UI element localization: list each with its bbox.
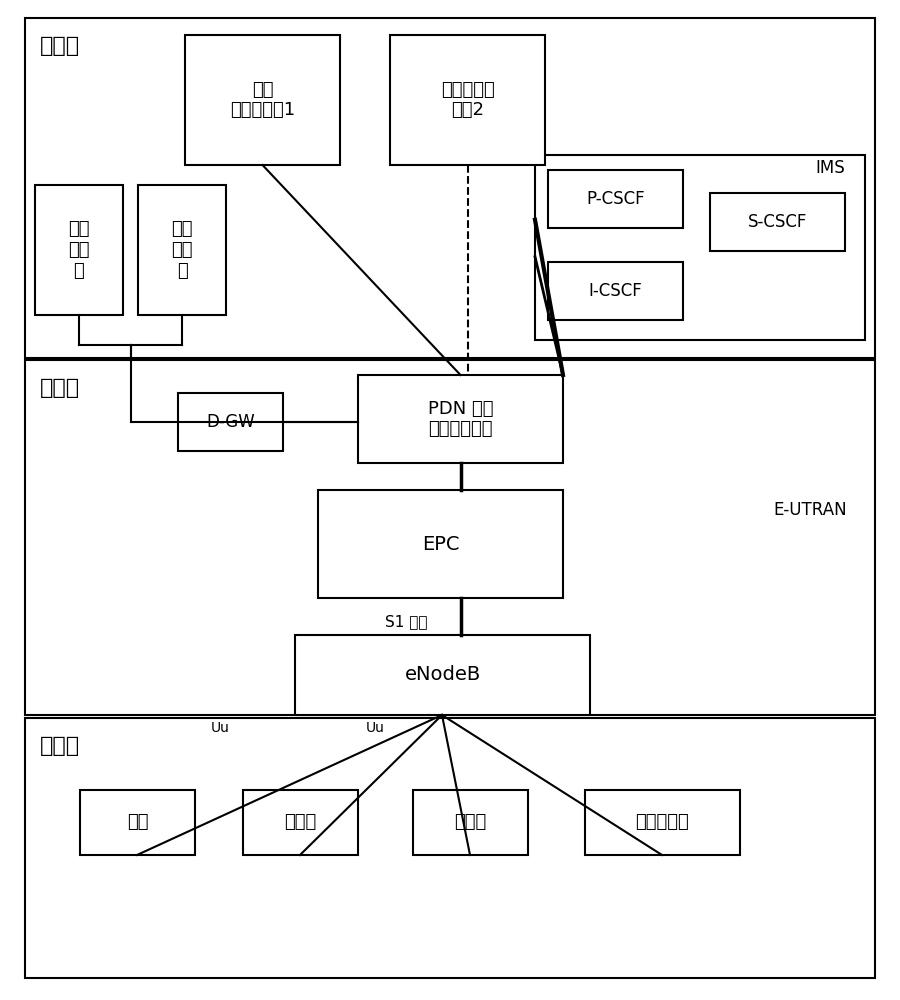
Bar xyxy=(318,490,563,598)
Bar xyxy=(243,790,358,855)
Text: eNodeB: eNodeB xyxy=(404,666,481,684)
Bar xyxy=(548,262,683,320)
Text: 无线调度台: 无线调度台 xyxy=(635,814,689,832)
Text: 车载台: 车载台 xyxy=(454,814,487,832)
Bar xyxy=(25,360,875,715)
Text: 应用侧: 应用侧 xyxy=(40,36,80,56)
Bar xyxy=(535,155,865,340)
Text: 集群应用服
务刨2: 集群应用服 务刨2 xyxy=(441,81,494,119)
Text: EPC: EPC xyxy=(422,534,459,554)
Text: 有线
调度
台: 有线 调度 台 xyxy=(171,220,193,280)
Bar xyxy=(25,718,875,978)
Text: 网络侧: 网络侧 xyxy=(40,378,80,398)
Text: S1 接口: S1 接口 xyxy=(385,614,428,630)
Bar xyxy=(35,185,123,315)
Bar xyxy=(138,185,226,315)
Bar xyxy=(390,35,545,165)
Text: Uu: Uu xyxy=(211,721,230,735)
Text: 有线
调度
台: 有线 调度 台 xyxy=(68,220,90,280)
Text: E-UTRAN: E-UTRAN xyxy=(773,501,847,519)
Bar xyxy=(178,393,283,451)
Bar xyxy=(295,635,590,715)
Text: 固定台: 固定台 xyxy=(284,814,317,832)
Text: 集群
应用服务刨1: 集群 应用服务刨1 xyxy=(230,81,295,119)
Bar xyxy=(585,790,740,855)
Text: P-CSCF: P-CSCF xyxy=(586,190,644,208)
Bar xyxy=(185,35,340,165)
Text: 无线侧: 无线侧 xyxy=(40,736,80,756)
Bar xyxy=(413,790,528,855)
Text: Uu: Uu xyxy=(365,721,384,735)
Bar xyxy=(358,375,563,463)
Text: IMS: IMS xyxy=(815,159,845,177)
Bar xyxy=(548,170,683,228)
Text: I-CSCF: I-CSCF xyxy=(589,282,643,300)
Bar xyxy=(80,790,195,855)
Bar xyxy=(25,18,875,358)
Text: 终端: 终端 xyxy=(127,814,148,832)
Text: D-GW: D-GW xyxy=(206,413,255,431)
Text: PDN 网关
（支持集群）: PDN 网关 （支持集群） xyxy=(428,400,493,438)
Text: S-CSCF: S-CSCF xyxy=(748,213,807,231)
Bar xyxy=(710,193,845,251)
